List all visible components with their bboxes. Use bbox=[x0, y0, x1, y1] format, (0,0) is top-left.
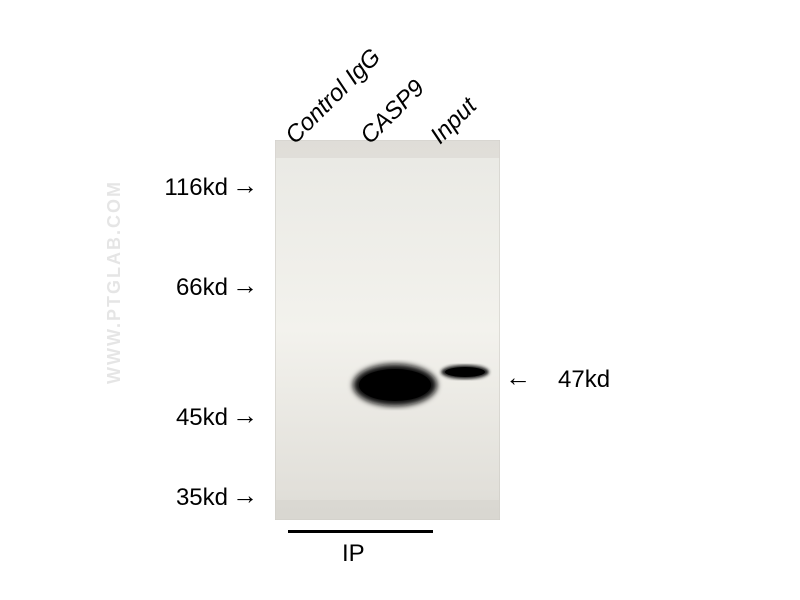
lane-label-1: CASP9 bbox=[355, 75, 430, 150]
watermark-text: WWW.PTGLAB.COM bbox=[104, 180, 125, 384]
mw-arrow-1: → bbox=[232, 270, 258, 301]
mw-arrow-0: → bbox=[232, 170, 258, 201]
mw-label-1: 66kd bbox=[138, 274, 228, 302]
mw-arrow-3: → bbox=[232, 480, 258, 511]
mw-label-2: 45kd bbox=[138, 404, 228, 432]
mw-arrow-2: → bbox=[232, 400, 258, 431]
mw-label-0: 116kd bbox=[138, 174, 228, 202]
target-band-label: 47kd bbox=[558, 366, 610, 394]
ip-bar bbox=[288, 530, 433, 533]
ip-label: IP bbox=[342, 540, 365, 568]
mw-label-3: 35kd bbox=[138, 484, 228, 512]
figure-container: WWW.PTGLAB.COM Control IgGCASP9Input 116… bbox=[0, 0, 800, 600]
target-band-arrow: ← bbox=[505, 362, 531, 393]
blot-membrane bbox=[275, 140, 500, 520]
